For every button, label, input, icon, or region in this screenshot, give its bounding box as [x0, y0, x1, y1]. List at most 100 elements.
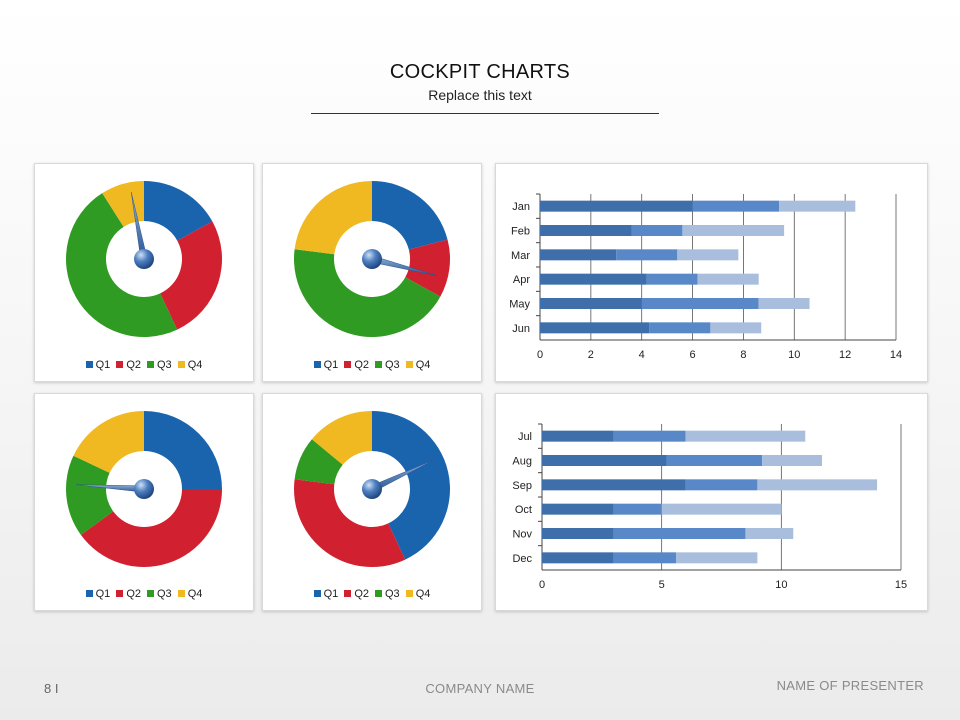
bar-segment	[757, 479, 878, 491]
legend-item-q4: Q4	[405, 588, 431, 600]
bar-segment	[542, 479, 686, 491]
legend-swatch	[375, 589, 382, 597]
bar-segment	[613, 552, 677, 564]
legend-swatch	[177, 360, 185, 368]
bar-segment	[613, 430, 686, 442]
bar-segment	[677, 249, 739, 261]
bar-segment	[710, 322, 762, 334]
x-tick-label: 12	[839, 349, 851, 361]
bar-segment	[631, 225, 683, 236]
bar-segment	[540, 322, 650, 334]
bar-segment	[616, 249, 678, 261]
legend-item-q1: Q1	[85, 359, 111, 371]
bar-chart-1: 0 2 4 6 8 10 12 14 Jan Feb Mar Apr May Jun	[509, 193, 902, 361]
legend-swatch	[85, 589, 93, 597]
legend-swatch	[85, 360, 93, 368]
bar-segment	[685, 430, 806, 442]
legend-item-q4: Q4	[177, 359, 203, 371]
category-label: Nov	[512, 529, 532, 541]
gauge-slice-q3	[65, 193, 178, 337]
bar-segment	[762, 455, 823, 466]
legend-label: Q3	[157, 359, 172, 371]
bar-segment	[542, 455, 667, 466]
gauge-panel-3: Q1 Q2 Q3 Q4	[34, 393, 254, 611]
x-tick-label: 2	[588, 349, 594, 361]
legend-item-q2: Q2	[116, 588, 141, 600]
gauge-slice-q4	[311, 411, 372, 465]
gauge-chart-2	[294, 181, 450, 337]
legend-label: Q4	[187, 588, 203, 600]
gauge-legend-2: Q1 Q2 Q3 Q4	[263, 359, 481, 371]
legend-label: Q2	[126, 359, 141, 371]
bar-segment	[697, 273, 759, 285]
legend-swatch	[147, 360, 154, 368]
gauge-slice-q3	[294, 249, 441, 337]
gauge-slice-q1	[144, 411, 222, 489]
x-tick-label: 10	[775, 579, 787, 591]
bar-segment	[613, 503, 662, 515]
legend-label: Q4	[415, 359, 431, 371]
legend-label: Q4	[415, 588, 431, 600]
legend-label: Q1	[95, 359, 111, 371]
category-label: May	[509, 299, 530, 311]
legend-swatch	[405, 589, 413, 597]
gauge-legend-1: Q1 Q2 Q3 Q4	[35, 359, 253, 371]
legend-label: Q2	[354, 588, 369, 600]
title-divider	[311, 113, 659, 114]
gauge-legend-3: Q1 Q2 Q3 Q4	[35, 588, 253, 600]
page-number: 8 I	[44, 681, 59, 696]
gauge-legend-4: Q1 Q2 Q3 Q4	[263, 588, 481, 600]
legend-swatch	[147, 589, 154, 597]
gauge-slice-q4	[102, 181, 144, 227]
gauge-chart-4	[294, 411, 450, 567]
x-tick-label: 6	[690, 349, 696, 361]
legend-item-q1: Q1	[85, 588, 111, 600]
gauge-slice-q2	[405, 239, 450, 297]
bar-segment	[542, 503, 614, 515]
x-tick-label: 0	[539, 579, 545, 591]
gauge-slice-q3	[294, 439, 343, 485]
legend-label: Q2	[126, 588, 141, 600]
gauge-chart-3	[66, 411, 223, 567]
bar-segment	[692, 200, 780, 212]
legend-label: Q3	[157, 588, 172, 600]
legend-item-q4: Q4	[177, 588, 203, 600]
legend-label: Q1	[95, 588, 111, 600]
legend-item-q3: Q3	[375, 359, 400, 371]
category-label: Mar	[511, 250, 530, 262]
bar-segment	[542, 552, 614, 564]
bar-segment	[646, 273, 698, 285]
legend-swatch	[375, 360, 382, 368]
bar-segment	[641, 298, 759, 309]
bar-segment	[613, 528, 746, 539]
gauge-slice-q1	[144, 181, 213, 241]
legend-swatch	[313, 589, 321, 597]
legend-label: Q4	[187, 359, 203, 371]
bar-segment	[779, 200, 856, 212]
legend-item-q3: Q3	[147, 588, 172, 600]
gauge-panel-4: Q1 Q2 Q3 Q4	[262, 393, 482, 611]
gauge-knob	[134, 479, 154, 499]
bar-chart-2: 0 5 10 15 Jul Aug Sep Oct Nov Dec	[512, 423, 907, 591]
x-tick-label: 15	[895, 579, 907, 591]
page-subtitle: Replace this text	[428, 87, 532, 103]
bar-segment	[542, 528, 614, 539]
bar-segment	[745, 528, 794, 539]
bar-segment	[661, 503, 782, 515]
legend-label: Q1	[323, 359, 339, 371]
category-label: Oct	[515, 504, 532, 516]
gauge-slice-q2	[294, 479, 406, 567]
bar-segment	[649, 322, 711, 334]
gauge-slice-q3	[66, 455, 114, 535]
category-label: Feb	[511, 226, 530, 238]
bar-segment	[540, 298, 642, 309]
gauge-panel-1: Q1 Q2 Q3 Q4	[34, 163, 254, 382]
gauge-knob	[362, 479, 382, 499]
gauge-slice-q4	[294, 181, 372, 255]
category-label: Jul	[518, 431, 532, 443]
legend-item-q3: Q3	[147, 359, 172, 371]
gauge-knob	[362, 249, 382, 269]
category-label: Jun	[512, 323, 530, 335]
bar-segment	[676, 552, 758, 564]
gauge-chart-1	[65, 181, 222, 337]
